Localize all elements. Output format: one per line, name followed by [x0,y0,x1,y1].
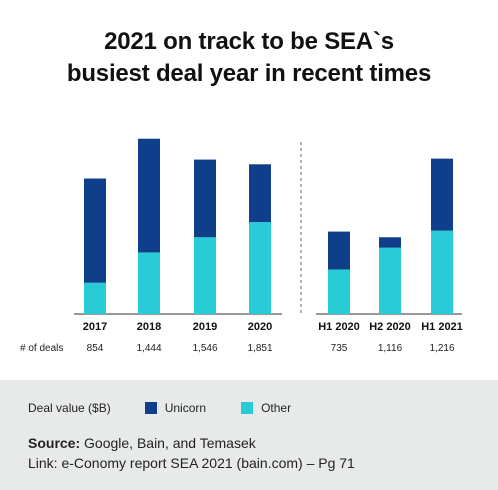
title-line-2: busiest deal year in recent times [66,60,432,87]
x-tick-label: 2019 [193,321,217,333]
legend: Deal value ($B) Unicorn Other [28,401,291,415]
source-block: Source: Google, Bain, and Temasek Link: … [28,433,355,473]
title-line-1: 2021 on track to be SEA`s [104,28,394,55]
chart-title: 2021 on track to be SEA`s busiest deal y… [0,26,498,90]
bar-other-2019 [194,237,216,314]
bar-unicorn-2019 [194,159,216,238]
bar-unicorn-h1-2020 [328,231,350,270]
bar-unicorn-2018 [138,138,160,253]
deal-count-label: 854 [87,343,104,354]
legend-swatch-other [241,402,254,414]
bar-other-2018 [138,252,160,314]
x-tick-label: H1 2020 [318,321,360,333]
x-tick-label: 2020 [248,321,272,333]
legend-entry-unicorn: Unicorn [164,401,207,415]
deals-row-label: # of deals [20,343,63,354]
source-label: Source: [28,435,81,451]
deal-count-label: 1,851 [247,343,272,354]
bar-other-h1-2021 [431,230,453,314]
bar-unicorn-2020 [249,164,271,223]
deal-count-label: 735 [331,343,348,354]
deal-count-label: 1,546 [192,343,217,354]
x-tick-label: 2018 [137,321,161,333]
bar-other-h1-2020 [328,269,350,314]
legend-label: Deal value ($B) [28,401,111,415]
deal-count-label: 1,444 [136,343,161,354]
footer-panel: Deal value ($B) Unicorn Other Source: Go… [0,380,498,490]
deal-count-label: 1,116 [378,343,403,354]
source-text: Google, Bain, and Temasek [84,435,256,451]
bar-unicorn-2017 [84,178,106,283]
x-tick-label: 2017 [83,321,107,333]
source-line: Source: Google, Bain, and Temasek [28,433,355,453]
deal-count-label: 1,216 [429,343,454,354]
bar-unicorn-h2-2020 [379,237,401,248]
bar-other-h2-2020 [379,247,401,314]
x-tick-label: H1 2021 [421,321,463,333]
legend-entry-other: Other [261,401,292,415]
bar-chart: 2017 854 2018 1,444 2019 1,546 2020 1,851 H1 202… [20,138,463,354]
bar-unicorn-h1-2021 [431,158,453,231]
source-link[interactable]: Link: e-Conomy report SEA 2021 (bain.com… [28,455,355,471]
bar-other-2017 [84,282,106,314]
x-tick-label: H2 2020 [369,321,411,333]
bar-other-2020 [249,222,271,314]
legend-swatch-unicorn [144,402,157,414]
